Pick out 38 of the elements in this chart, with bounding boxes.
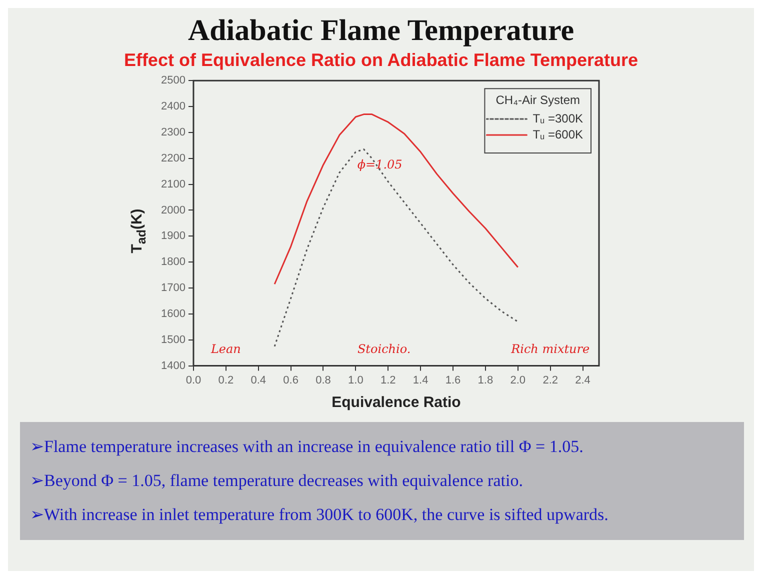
annotation: Lean [210,342,241,356]
x-tick-label: 0.8 [316,374,331,386]
y-tick-label: 1900 [160,230,186,242]
y-tick-label: 1800 [160,256,186,268]
y-tick-label: 2100 [160,178,186,190]
x-tick-label: 0.6 [283,374,298,386]
y-tick-label: 1700 [160,282,186,294]
y-tick-label: 1500 [160,334,186,346]
legend-title: CH₄-Air System [496,92,580,107]
y-tick-label: 2500 [160,74,186,87]
x-tick-label: 0.0 [186,374,202,386]
chart-title: Adiabatic Flame Temperature [186,13,576,48]
x-tick-label: 2.0 [510,374,526,386]
y-tick-label: 1400 [160,360,186,372]
x-tick-label: 1.0 [348,374,364,386]
x-tick-label: 0.2 [218,374,234,386]
text: ➢With increase in inlet temperature from 300K to 600K, the curve is sifted upwards. [30,504,610,526]
text: ➢Flame temperature increases with an increase in equivalence ratio till Φ = 1.05. [30,436,584,458]
annotation: ϕ=1.05 [357,157,402,172]
x-tick-label: 2.4 [575,374,590,386]
text: ➢Beyond Φ = 1.05, flame temperature decreases with equivalence ratio. [30,470,524,492]
y-tick-label: 2400 [160,100,186,113]
x-tick-label: 0.4 [250,374,266,386]
x-tick-label: 1.2 [380,374,396,386]
y-tick-label: 2300 [160,126,186,138]
y-tick-label: 1600 [160,308,186,320]
annotation: Rich mixture [510,342,590,356]
legend-label: Tᵤ =300K [532,111,584,126]
y-tick-label: 2000 [160,204,186,216]
x-tick-label: 1.8 [478,374,494,386]
annotation: Stoichio. [357,342,411,356]
y-tick-label: 2200 [160,152,186,164]
x-tick-label: 1.6 [445,374,461,386]
chart-subtitle: Effect of Equivalence Ratio on Adiabatic Flame Temperature [122,50,640,71]
legend-label: Tᵤ =600K [532,127,584,142]
x-axis-title: Equivalence Ratio [332,394,461,412]
x-tick-label: 1.4 [412,374,428,386]
x-tick-label: 2.2 [542,374,558,386]
